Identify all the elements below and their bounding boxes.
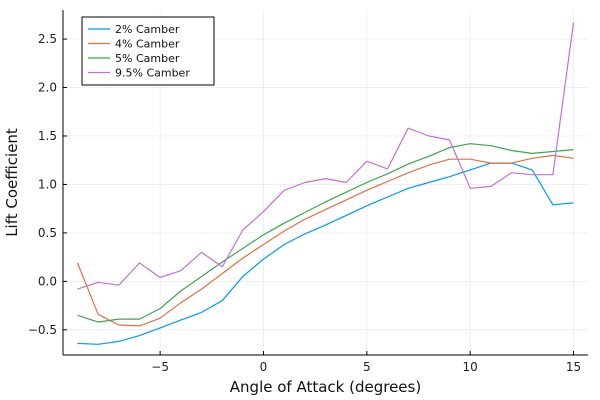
legend-box bbox=[81, 16, 215, 86]
x-axis-title: Angle of Attack (degrees) bbox=[230, 378, 421, 396]
series-lines bbox=[76, 22, 575, 345]
y-tick-label: 2.0 bbox=[38, 81, 57, 95]
x-tick-label: 5 bbox=[363, 360, 371, 374]
axes bbox=[62, 10, 588, 356]
y-tick-label: 0.5 bbox=[38, 226, 57, 240]
series-line-5-camber bbox=[77, 143, 574, 323]
y-axis-title: Lift Coefficient bbox=[3, 128, 21, 237]
y-tick-label: 1.5 bbox=[38, 129, 57, 143]
y-tick-label: 0.0 bbox=[38, 274, 57, 288]
y-tick-label: 1.0 bbox=[38, 177, 57, 191]
legend-label: 4% Camber bbox=[115, 38, 180, 51]
x-tick-label: 10 bbox=[463, 360, 478, 374]
x-tick-label: 0 bbox=[260, 360, 268, 374]
series-line-2-camber bbox=[77, 162, 574, 345]
series-line-4-camber bbox=[76, 154, 574, 327]
tick-labels: −5 0 5 10 15 −0.5 0.0 0.5 1.0 1.5 2.0 2.5 bbox=[28, 32, 581, 374]
legend-label: 9.5% Camber bbox=[115, 67, 190, 80]
series-line-9-5-camber bbox=[77, 22, 575, 290]
y-tick-label: 2.5 bbox=[38, 32, 57, 46]
x-tick-label: −5 bbox=[151, 360, 169, 374]
x-tick-label: 15 bbox=[566, 360, 581, 374]
legend-label: 2% Camber bbox=[115, 23, 180, 36]
legend-label: 5% Camber bbox=[115, 52, 180, 65]
y-tick-label: −0.5 bbox=[28, 323, 57, 337]
